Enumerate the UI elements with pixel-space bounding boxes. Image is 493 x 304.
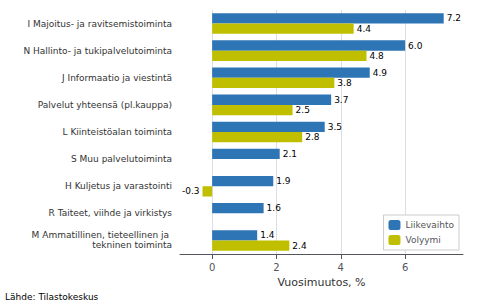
svg-text:R Taiteet, viihde ja virkistys: R Taiteet, viihde ja virkistys: [49, 208, 173, 218]
svg-text:Vuosimuutos, %: Vuosimuutos, %: [277, 276, 365, 289]
svg-text:J Informaatio ja viestintä: J Informaatio ja viestintä: [61, 73, 172, 83]
svg-text:2.8: 2.8: [305, 132, 320, 142]
svg-text:2.5: 2.5: [296, 105, 310, 115]
svg-text:Lähde: Tilastokeskus: Lähde: Tilastokeskus: [5, 292, 99, 302]
svg-text:tekninen toiminta: tekninen toiminta: [92, 240, 172, 250]
svg-text:Liikevaihto: Liikevaihto: [405, 220, 454, 230]
svg-text:H Kuljetus ja varastointi: H Kuljetus ja varastointi: [65, 181, 172, 191]
svg-text:4.8: 4.8: [370, 51, 385, 61]
svg-text:7.2: 7.2: [447, 13, 461, 23]
svg-text:6: 6: [402, 262, 408, 273]
svg-text:0: 0: [209, 262, 215, 273]
svg-text:Palvelut yhteensä (pl.kauppa): Palvelut yhteensä (pl.kauppa): [38, 100, 172, 110]
svg-text:3.5: 3.5: [328, 122, 342, 132]
svg-text:2.1: 2.1: [283, 149, 297, 159]
svg-text:L Kiinteistöalan toiminta: L Kiinteistöalan toiminta: [63, 127, 172, 137]
svg-text:3.8: 3.8: [337, 78, 352, 88]
svg-text:4.9: 4.9: [373, 68, 388, 78]
svg-text:3.7: 3.7: [334, 95, 348, 105]
svg-text:1.6: 1.6: [267, 203, 282, 213]
svg-text:Volyymi: Volyymi: [405, 235, 440, 245]
svg-text:4: 4: [338, 262, 344, 273]
svg-text:2.4: 2.4: [292, 241, 307, 251]
svg-text:1.9: 1.9: [276, 176, 291, 186]
svg-text:4.4: 4.4: [357, 24, 372, 34]
svg-text:N Hallinto- ja tukipalvelutoim: N Hallinto- ja tukipalvelutoiminta: [23, 46, 172, 56]
svg-text:M Ammatillinen, tieteellinen j: M Ammatillinen, tieteellinen ja: [32, 230, 172, 240]
svg-text:1.4: 1.4: [260, 230, 275, 240]
svg-text:-0.3: -0.3: [182, 186, 200, 196]
svg-text:I Majoitus- ja ravitsemistoimi: I Majoitus- ja ravitsemistoiminta: [27, 19, 172, 29]
svg-text:6.0: 6.0: [408, 41, 423, 51]
svg-text:S Muu palvelutoiminta: S Muu palvelutoiminta: [71, 154, 172, 164]
svg-text:2: 2: [273, 262, 279, 273]
